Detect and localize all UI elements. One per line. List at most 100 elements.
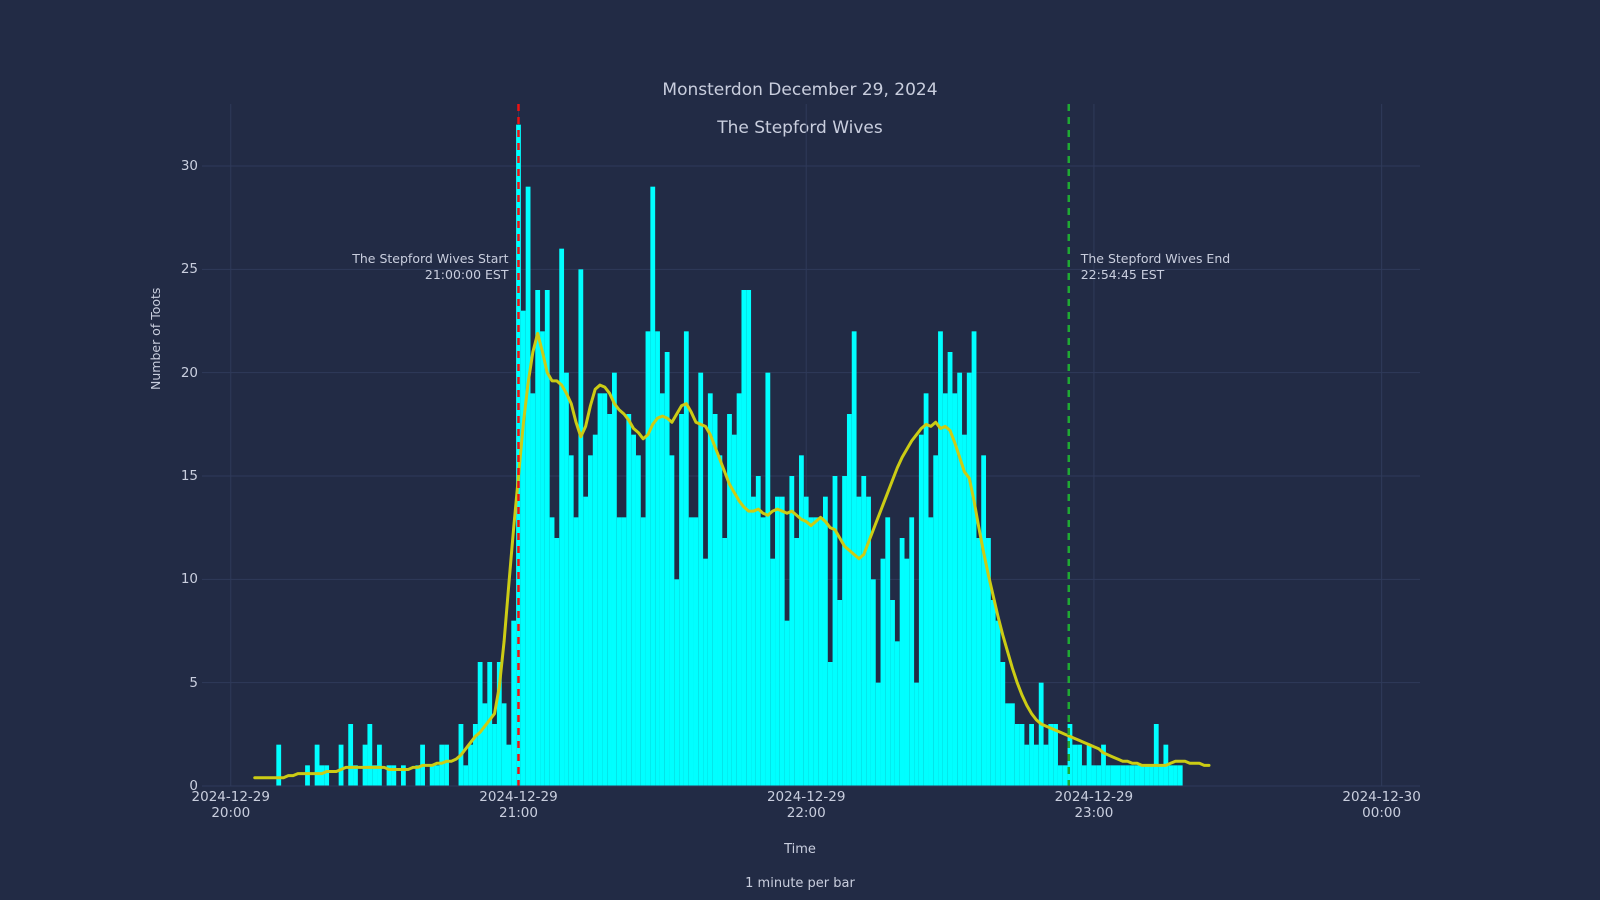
bar (962, 434, 967, 786)
bar (635, 455, 641, 786)
y-axis-ticks: 0 5 10 15 20 25 30 (138, 0, 198, 900)
bar (755, 476, 761, 786)
bar (616, 517, 622, 786)
bar (415, 765, 421, 786)
bar (952, 393, 958, 786)
bar (655, 331, 660, 786)
annotation-end: The Stepford Wives End 22:54:45 EST (1081, 251, 1341, 283)
x-tick-label: 2024-12-29 20:00 (141, 789, 321, 821)
bar (554, 538, 560, 786)
x-tick-label-line: 20:00 (211, 805, 251, 821)
bar (506, 744, 512, 786)
bar (540, 331, 545, 786)
bar (693, 517, 699, 786)
bar (386, 765, 392, 786)
bar (986, 538, 991, 786)
x-tick-label: 2024-12-29 23:00 (1004, 789, 1184, 821)
bar (1033, 744, 1039, 786)
bar (1101, 744, 1106, 786)
bar (362, 744, 368, 786)
bar (981, 455, 987, 786)
bar (909, 517, 915, 786)
bar (1086, 744, 1092, 786)
bar (938, 331, 943, 786)
bar (353, 765, 358, 786)
bar (775, 496, 780, 786)
x-tick-label-line: 21:00 (499, 805, 538, 821)
bar (1153, 724, 1159, 786)
bar (1000, 662, 1006, 786)
bar (611, 372, 617, 786)
bar (573, 517, 579, 786)
x-tick-label: 2024-12-30 00:00 (1292, 789, 1472, 821)
bar (1010, 703, 1015, 786)
bar (511, 620, 517, 786)
bar (319, 765, 325, 786)
annotation-line: The Stepford Wives Start (352, 251, 509, 266)
bar (942, 393, 948, 786)
bar (1177, 765, 1183, 786)
bar (1048, 724, 1054, 786)
x-axis-label-line2: 1 minute per bar (745, 876, 855, 891)
bar (866, 496, 871, 786)
bar (444, 744, 449, 786)
x-tick-label-line: 2024-12-29 (766, 789, 846, 805)
bar (621, 517, 627, 786)
x-tick-label-line: 22:00 (786, 805, 826, 821)
bar (645, 331, 651, 786)
x-axis-label: Time 1 minute per bar (0, 824, 1600, 892)
bar (822, 496, 828, 786)
bar (861, 476, 867, 786)
bar (1158, 765, 1164, 786)
bar (957, 372, 963, 786)
bar (846, 414, 852, 786)
bar (1019, 724, 1025, 786)
bar (669, 455, 675, 786)
bar (1024, 744, 1030, 786)
bar (1134, 765, 1140, 786)
bar (314, 744, 320, 786)
x-tick-label: 2024-12-29 22:00 (716, 789, 896, 821)
bar (751, 496, 756, 786)
bar (976, 538, 982, 786)
bar (856, 496, 862, 786)
bar (501, 703, 507, 786)
bar (1125, 765, 1130, 786)
bar (880, 558, 886, 786)
bar (933, 455, 939, 786)
bar (602, 393, 608, 786)
bar (914, 682, 919, 786)
bar (401, 765, 406, 786)
bar (703, 558, 708, 786)
bar (1105, 765, 1111, 786)
bar (492, 724, 497, 786)
bar (1043, 744, 1049, 786)
bar (803, 496, 809, 786)
annotation-line: 21:00:00 EST (424, 267, 509, 282)
bar (995, 620, 1001, 786)
x-tick-label-line: 2024-12-29 (1054, 789, 1134, 805)
bar (626, 414, 632, 786)
bar (918, 434, 924, 786)
x-tick-label-line: 00:00 (1362, 805, 1402, 821)
bar (990, 600, 996, 786)
bar (674, 579, 680, 786)
bar (338, 744, 344, 786)
y-tick-label: 15 (180, 468, 198, 484)
bar (875, 682, 881, 786)
bar (568, 455, 574, 786)
bar (578, 269, 584, 786)
x-tick-label-line: 2024-12-30 (1342, 789, 1421, 805)
bar (794, 538, 800, 786)
bar (588, 455, 593, 786)
bar (683, 331, 689, 786)
bar (1029, 724, 1034, 786)
y-tick-label: 0 (189, 778, 198, 794)
bar (472, 724, 478, 786)
bar (1096, 765, 1102, 786)
bar (487, 662, 493, 786)
bar (429, 765, 435, 786)
bar (1053, 724, 1058, 786)
